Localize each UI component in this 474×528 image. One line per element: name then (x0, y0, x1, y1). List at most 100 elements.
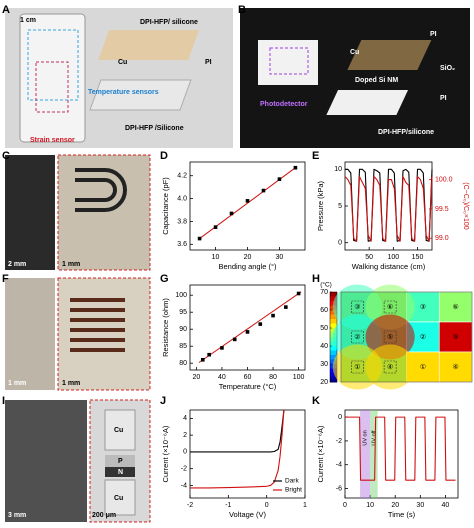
y2-tick-label: 100.0 (435, 176, 453, 183)
y-tick-label: 3.6 (177, 241, 187, 248)
layer (98, 30, 200, 60)
x-axis-label: Voltage (V) (229, 510, 267, 519)
photo-label: 200 μm (92, 512, 116, 519)
y-tick-label: 3.8 (177, 218, 187, 225)
sensor-box (351, 330, 364, 344)
colorbar-unit: (°C) (320, 281, 332, 289)
photo-label: PI (440, 95, 447, 102)
panel-letter: F (2, 273, 9, 285)
photo-label: 1 mm (62, 380, 80, 387)
y-axis-label: Capacitance (pF) (161, 177, 170, 235)
photo-bg (57, 277, 151, 391)
plot-frame (344, 409, 459, 499)
y-tick-label: 85 (179, 343, 187, 350)
colorbar-step (330, 377, 337, 383)
colorbar-step (330, 373, 337, 378)
y-tick-label: -4 (181, 482, 187, 489)
x-tick-label: -1 (225, 502, 231, 509)
x-tick-label: 150 (412, 254, 424, 261)
photo-label: Doped Si NM (355, 77, 398, 84)
colorbar-step (330, 310, 337, 315)
x-tick-label: 10 (366, 502, 374, 509)
photo-label: Temperature sensors (88, 89, 159, 96)
y-axis-label: Resistance (ohm) (161, 298, 170, 357)
legend-label: Dark (285, 478, 299, 485)
shade (370, 410, 378, 498)
panel-letter: E (312, 150, 319, 162)
colorbar-step (330, 292, 337, 297)
sensor-box (383, 330, 397, 344)
panel-letter: I (2, 395, 5, 407)
photo-bg (5, 278, 55, 390)
sensor-label: ④ (387, 363, 393, 371)
shade-label: UV on (363, 430, 369, 445)
data-point (258, 322, 263, 326)
cell-label: ⑥ (452, 303, 458, 311)
y2-axis-label: (C−C₀)/C₀×100 (462, 182, 469, 230)
sensor-box (351, 360, 364, 374)
photo-label: DPI-HFP/ silicone (140, 19, 198, 26)
thermal-spot (365, 344, 415, 390)
electrode (70, 298, 125, 352)
panel-letter: B (238, 4, 246, 16)
cell-label: ⑤ (452, 333, 458, 341)
photo-label: Cu (350, 49, 359, 56)
y-axis-label: Pressure (kPa) (316, 180, 325, 231)
y-axis-label: Current (×10⁻⁶A) (316, 425, 325, 482)
y-tick-label: 4.2 (177, 173, 187, 180)
p-region (105, 455, 135, 467)
y-tick-label: 2 (183, 432, 187, 439)
photo-label: Cu (114, 427, 123, 434)
sensor-box (383, 300, 397, 314)
x-tick-label: 40 (218, 374, 226, 381)
photo-i: 3 mm 200 μm Cu P N Cu (5, 399, 151, 523)
x-tick-label: 30 (416, 502, 424, 509)
y-tick-label: -2 (336, 438, 342, 445)
x-tick-label: 100 (293, 374, 305, 381)
data-point (296, 291, 301, 296)
data-point (245, 199, 250, 203)
photo-label: SiO₂ (440, 65, 455, 72)
colorbar-step (330, 296, 337, 302)
photo-label: 1 mm (8, 380, 26, 387)
cell-label: ④ (452, 363, 458, 371)
colorbar-step (330, 346, 337, 351)
cell-label: ③ (420, 303, 426, 311)
photo-f: 1 mm 1 mm (5, 277, 151, 391)
panel-letter: G (160, 273, 169, 285)
data-point (232, 337, 237, 342)
photo-bg (5, 400, 87, 522)
y2-tick-label: 99.5 (435, 206, 449, 213)
photo-label: DPI-HFP/silicone (378, 129, 434, 136)
panel-letter: C (2, 150, 10, 162)
photo-label: Cu (118, 59, 127, 66)
x-axis-label: Walking distance (cm) (352, 262, 426, 271)
x-tick-label: 20 (192, 374, 200, 381)
y2-tick-label: 99.0 (435, 235, 449, 242)
sensor-box (383, 360, 397, 374)
photo-a: 1 cm DPI-HFP/ silicone Cu PI Temperature… (5, 8, 233, 148)
panel-letter: A (2, 4, 10, 16)
sensor-label: ② (354, 333, 360, 341)
layer (89, 79, 192, 111)
n-region (105, 467, 135, 477)
y-tick-label: 0 (338, 414, 342, 421)
cu-pad (104, 479, 136, 516)
colorbar-step (330, 341, 337, 347)
photo-b: PI Cu SiO₂ Doped Si NM PI DPI-HFP/silico… (240, 8, 470, 148)
cu-pad (104, 409, 136, 451)
colorbar-step (330, 355, 337, 360)
x-tick-label: 60 (244, 374, 252, 381)
panel-letter: J (160, 395, 166, 407)
colorbar-tick-label: 60 (320, 307, 328, 314)
x-axis-label: Bending angle (°) (218, 262, 277, 271)
shade (360, 410, 371, 498)
photo-label: Photodetector (260, 101, 308, 108)
cell-label: ② (420, 333, 426, 341)
photo-label: 3 mm (8, 512, 26, 519)
series-line (345, 416, 456, 481)
colorbar-tick-label: 30 (320, 361, 328, 368)
x-tick-label: -2 (187, 502, 193, 509)
colorbar-step (330, 328, 337, 333)
